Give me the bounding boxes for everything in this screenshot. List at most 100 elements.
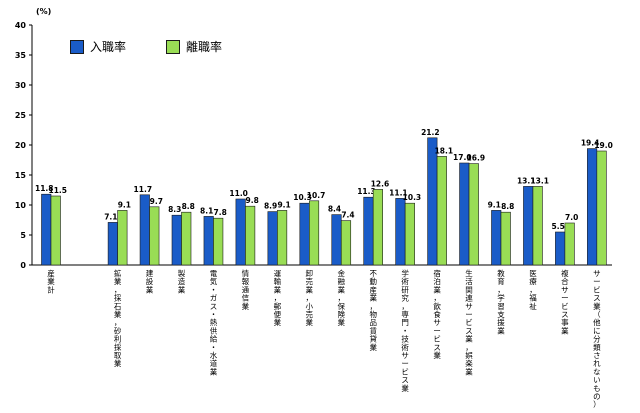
x-tick-label: 製造業: [178, 268, 186, 294]
data-label: 10.3: [293, 193, 312, 202]
data-label: 9.7: [150, 197, 163, 206]
data-label: 8.8: [501, 202, 514, 211]
data-label: 11.5: [48, 186, 67, 195]
data-label: 8.9: [264, 202, 277, 211]
data-label: 19.4: [581, 139, 600, 148]
data-label: 8.8: [182, 202, 195, 211]
bar-entry: [139, 194, 150, 266]
legend-item-exit: 離職率: [166, 38, 222, 55]
legend-item-entry: 入職率: [70, 38, 126, 55]
x-tick-label: 医療，福祉: [529, 269, 537, 311]
x-tick-label: 電気・ガス・熱供給・水道業: [210, 269, 218, 376]
y-tick-label: 20: [15, 141, 27, 150]
bar-exit: [532, 186, 543, 266]
bar-entry: [331, 214, 342, 266]
bar-entry: [267, 211, 278, 266]
data-label: 11.1: [389, 188, 408, 197]
data-label: 9.8: [246, 196, 259, 205]
data-label: 11.3: [357, 187, 376, 196]
bar-exit: [117, 210, 128, 266]
data-label: 7.8: [214, 208, 227, 217]
bar-exit: [277, 210, 288, 266]
bar-exit: [181, 211, 192, 266]
data-label: 5.5: [552, 222, 565, 231]
data-label: 9.1: [277, 200, 290, 209]
x-tick-label: 産業計: [47, 268, 55, 294]
bar-exit: [50, 195, 61, 266]
bar-entry: [395, 198, 406, 266]
x-tick-label: 運輸業，郵便業: [274, 269, 282, 327]
data-label: 16.9: [467, 154, 486, 163]
data-label: 8.4: [328, 205, 341, 214]
bar-exit: [468, 163, 479, 266]
bar-exit: [500, 211, 511, 266]
x-tick-label: サービス業（他に分類されないもの）: [593, 269, 601, 409]
data-label: 7.0: [565, 213, 578, 222]
bar-exit: [596, 150, 607, 266]
data-label: 13.1: [517, 176, 536, 185]
x-tick-label: 不動産業，物品賃貸業: [369, 269, 377, 352]
bar-entry: [555, 231, 566, 266]
y-tick-label: 15: [15, 171, 27, 180]
bar-entry: [523, 186, 534, 266]
data-label: 9.1: [488, 200, 501, 209]
data-label: 21.2: [421, 128, 440, 137]
bar-entry: [171, 214, 182, 266]
y-tick-label: 40: [15, 21, 27, 30]
y-tick-label: 0: [20, 261, 26, 270]
x-tick-label: 情報通信業: [242, 268, 250, 311]
data-label: 7.1: [104, 212, 117, 221]
bar-exit: [564, 222, 575, 266]
data-label: 13.1: [530, 176, 549, 185]
bar-exit: [340, 220, 352, 266]
bar-exit: [213, 217, 224, 266]
bar-entry: [299, 202, 310, 266]
x-tick-label: 鉱業，採石業，砂利採取業: [114, 268, 122, 368]
data-label: 9.1: [118, 200, 131, 209]
x-tick-label: 複合サービス事業: [561, 268, 569, 335]
data-label: 18.1: [435, 146, 454, 155]
x-tick-label: 生活関連サービス業，娯楽業: [465, 268, 473, 376]
x-tick-label: 学術研究，専門・技術サービス業: [401, 268, 409, 393]
bar-entry: [235, 198, 246, 266]
bar-exit: [404, 202, 415, 266]
bar-exit: [436, 156, 447, 266]
bar-entry: [587, 148, 598, 266]
data-label: 11.7: [134, 185, 153, 194]
x-tick-label: 教育，学習支援業: [497, 268, 505, 335]
bar-entry: [107, 222, 118, 266]
data-label: 10.3: [403, 193, 422, 202]
x-tick-label: 金融業，保険業: [338, 268, 346, 327]
bar-entry: [459, 162, 470, 266]
bar-entry: [427, 137, 438, 266]
legend-label-entry: 入職率: [90, 40, 127, 54]
bar-exit: [245, 205, 256, 266]
data-label: 11.0: [229, 189, 248, 198]
legend-label-exit: 離職率: [186, 40, 223, 54]
bar-exit: [308, 200, 320, 266]
data-label: 8.3: [168, 205, 181, 214]
bar-entry: [203, 216, 214, 266]
legend-swatch-entry: [70, 39, 84, 54]
x-tick-label: 建設業: [146, 268, 154, 294]
y-tick-label: 30: [15, 81, 27, 90]
y-tick-label: 35: [15, 51, 27, 60]
legend-swatch-exit: [166, 39, 180, 54]
bar-entry: [363, 196, 374, 266]
data-label: 19.0: [594, 141, 613, 150]
data-label: 17.0: [453, 153, 472, 162]
data-label: 11.8: [35, 184, 54, 193]
y-tick-label: 25: [15, 111, 27, 120]
data-label: 7.4: [341, 211, 354, 220]
y-tick-label: 5: [20, 231, 26, 240]
y-unit-label: (%): [36, 7, 51, 16]
bar-exit: [149, 206, 160, 266]
x-tick-label: 卸売業，小売業: [306, 268, 314, 327]
y-tick-label: 10: [15, 201, 27, 210]
x-tick-label: 宿泊業，飲食サービス業: [433, 268, 441, 360]
bar-entry: [41, 193, 52, 266]
bar-exit: [372, 189, 384, 266]
data-label: 8.1: [200, 206, 213, 215]
data-label: 12.6: [371, 179, 390, 188]
